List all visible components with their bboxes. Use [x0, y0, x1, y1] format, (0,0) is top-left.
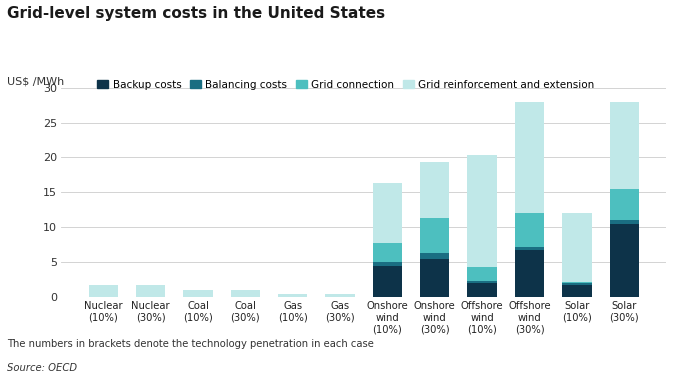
Bar	[609, 189, 639, 220]
Bar	[609, 224, 639, 297]
Bar	[609, 102, 639, 189]
Bar	[609, 220, 639, 224]
Legend: Backup costs, Balancing costs, Grid connection, Grid reinforcement and extension: Backup costs, Balancing costs, Grid conn…	[97, 80, 594, 90]
Text: Source: OECD: Source: OECD	[7, 363, 77, 373]
Bar	[278, 294, 307, 297]
Bar	[420, 259, 449, 297]
Bar	[420, 253, 449, 259]
Text: US$ /MWh: US$ /MWh	[7, 76, 64, 86]
Bar	[515, 247, 544, 250]
Bar	[231, 290, 260, 297]
Bar	[420, 218, 449, 253]
Bar	[467, 281, 497, 283]
Bar	[467, 267, 497, 281]
Bar	[562, 213, 592, 282]
Bar	[373, 266, 402, 297]
Bar	[515, 213, 544, 247]
Bar	[467, 155, 497, 267]
Bar	[88, 285, 118, 297]
Text: Grid-level system costs in the United States: Grid-level system costs in the United St…	[7, 6, 385, 21]
Bar	[467, 283, 497, 297]
Bar	[326, 294, 355, 297]
Bar	[562, 285, 592, 297]
Bar	[562, 283, 592, 285]
Text: The numbers in brackets denote the technology penetration in each case: The numbers in brackets denote the techn…	[7, 339, 374, 349]
Bar	[515, 250, 544, 297]
Bar	[515, 102, 544, 213]
Bar	[373, 243, 402, 261]
Bar	[136, 285, 165, 297]
Bar	[420, 162, 449, 218]
Bar	[373, 183, 402, 243]
Bar	[184, 290, 213, 297]
Bar	[373, 261, 402, 266]
Bar	[562, 282, 592, 283]
